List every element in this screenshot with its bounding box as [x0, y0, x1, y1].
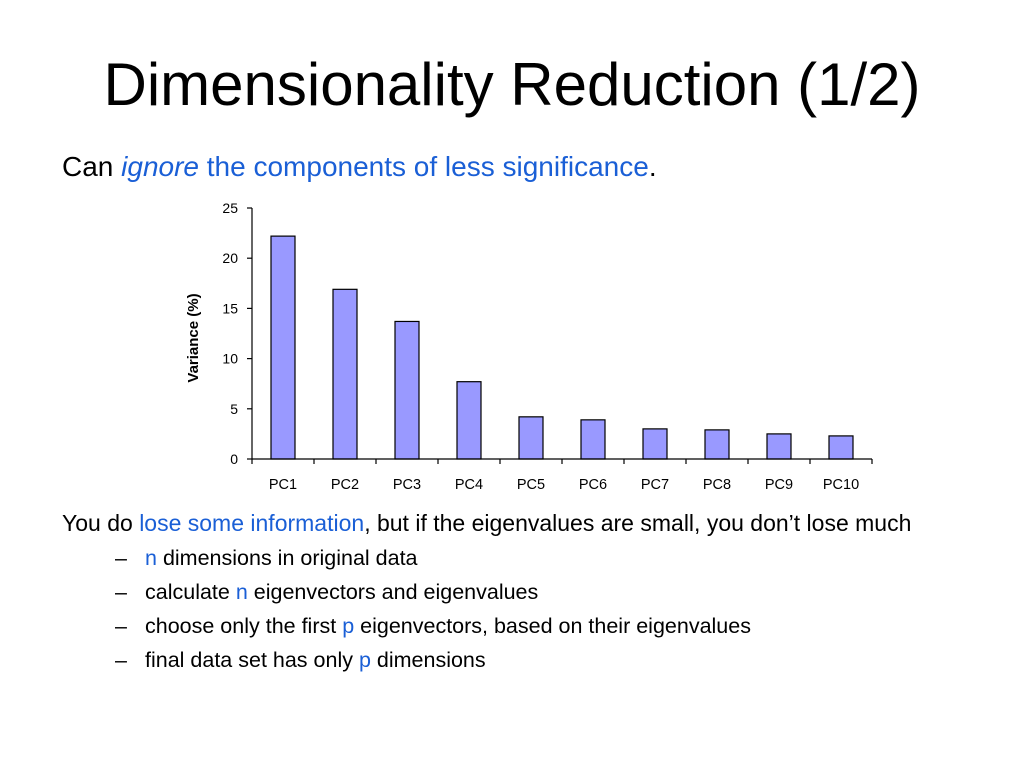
steps-list: – n dimensions in original data – calculat…	[62, 541, 962, 677]
bar-pc3	[394, 320, 420, 460]
variable-p: p	[342, 614, 355, 638]
info-part2: , but if the eigenvalues are small, you …	[364, 510, 912, 536]
variable-p: p	[358, 648, 371, 672]
x-tick-label: PC3	[393, 477, 421, 493]
x-tick-label: PC4	[455, 477, 483, 493]
item-text: choose only the first	[145, 614, 343, 638]
intro-highlight: the components of less significance	[199, 151, 649, 182]
intro-line: Can ignore the components of less signif…	[62, 150, 657, 184]
bar-pc5	[518, 416, 544, 460]
intro-suffix: .	[648, 151, 657, 182]
dash-bullet: –	[115, 546, 127, 570]
item-text: eigenvectors and eigenvalues	[247, 580, 539, 604]
x-tick-label: PC7	[641, 477, 669, 493]
y-axis-label: Variance (%)	[185, 293, 202, 382]
dash-bullet: –	[115, 614, 127, 638]
intro-emphasis: ignore	[121, 151, 199, 182]
item-text: dimensions	[370, 648, 486, 672]
bar-pc8	[704, 429, 730, 460]
bar-pc1	[270, 235, 296, 460]
info-highlight: lose some information	[139, 510, 365, 536]
item-text: dimensions in original data	[156, 546, 418, 570]
y-tick-label: 25	[222, 200, 238, 216]
bar-pc7	[642, 428, 668, 460]
list-item: – n dimensions in original data	[62, 541, 962, 575]
variable-n: n	[145, 546, 157, 570]
x-tick-label: PC9	[765, 477, 793, 493]
x-tick-label: PC8	[703, 477, 731, 493]
x-tick-label: PC2	[331, 477, 359, 493]
intro-prefix: Can	[62, 151, 122, 182]
bar-pc6	[580, 419, 606, 460]
x-tick-label: PC10	[823, 477, 859, 493]
y-tick-label: 20	[222, 250, 238, 266]
body-text: You do lose some information, but if the…	[62, 508, 962, 677]
bar-pc10	[828, 435, 854, 460]
variable-n: n	[235, 580, 248, 604]
info-part1: You do	[62, 510, 140, 536]
bar-pc9	[766, 433, 792, 460]
slide-title: Dimensionality Reduction (1/2)	[103, 51, 921, 118]
bar-pc4	[456, 381, 482, 460]
variance-bar-chart: Variance (%) 0 5 10 15 20 25 PC1 PC2 PC3 PC4 PC5 PC…	[185, 200, 873, 493]
item-text: final data set has only	[145, 648, 359, 672]
list-item: – choose only the first p eigenvectors, b…	[62, 609, 962, 643]
dash-bullet: –	[115, 648, 127, 672]
y-tick-label: 5	[230, 401, 238, 417]
y-tick-label: 0	[230, 451, 238, 467]
item-text: calculate	[145, 580, 236, 604]
x-tick-label: PC5	[517, 477, 545, 493]
y-tick-label: 15	[222, 300, 238, 316]
info-paragraph: You do lose some information, but if the…	[62, 508, 962, 539]
list-item: – final data set has only p dimensions	[62, 643, 962, 677]
list-item: – calculate n eigenvectors and eigenvalue…	[62, 575, 962, 609]
dash-bullet: –	[115, 580, 127, 604]
bar-pc2	[332, 288, 358, 460]
y-tick-label: 10	[222, 351, 238, 367]
x-tick-label: PC6	[579, 477, 607, 493]
item-text: eigenvectors, based on their eigenvalues	[354, 614, 751, 638]
x-tick-label: PC1	[269, 477, 297, 493]
